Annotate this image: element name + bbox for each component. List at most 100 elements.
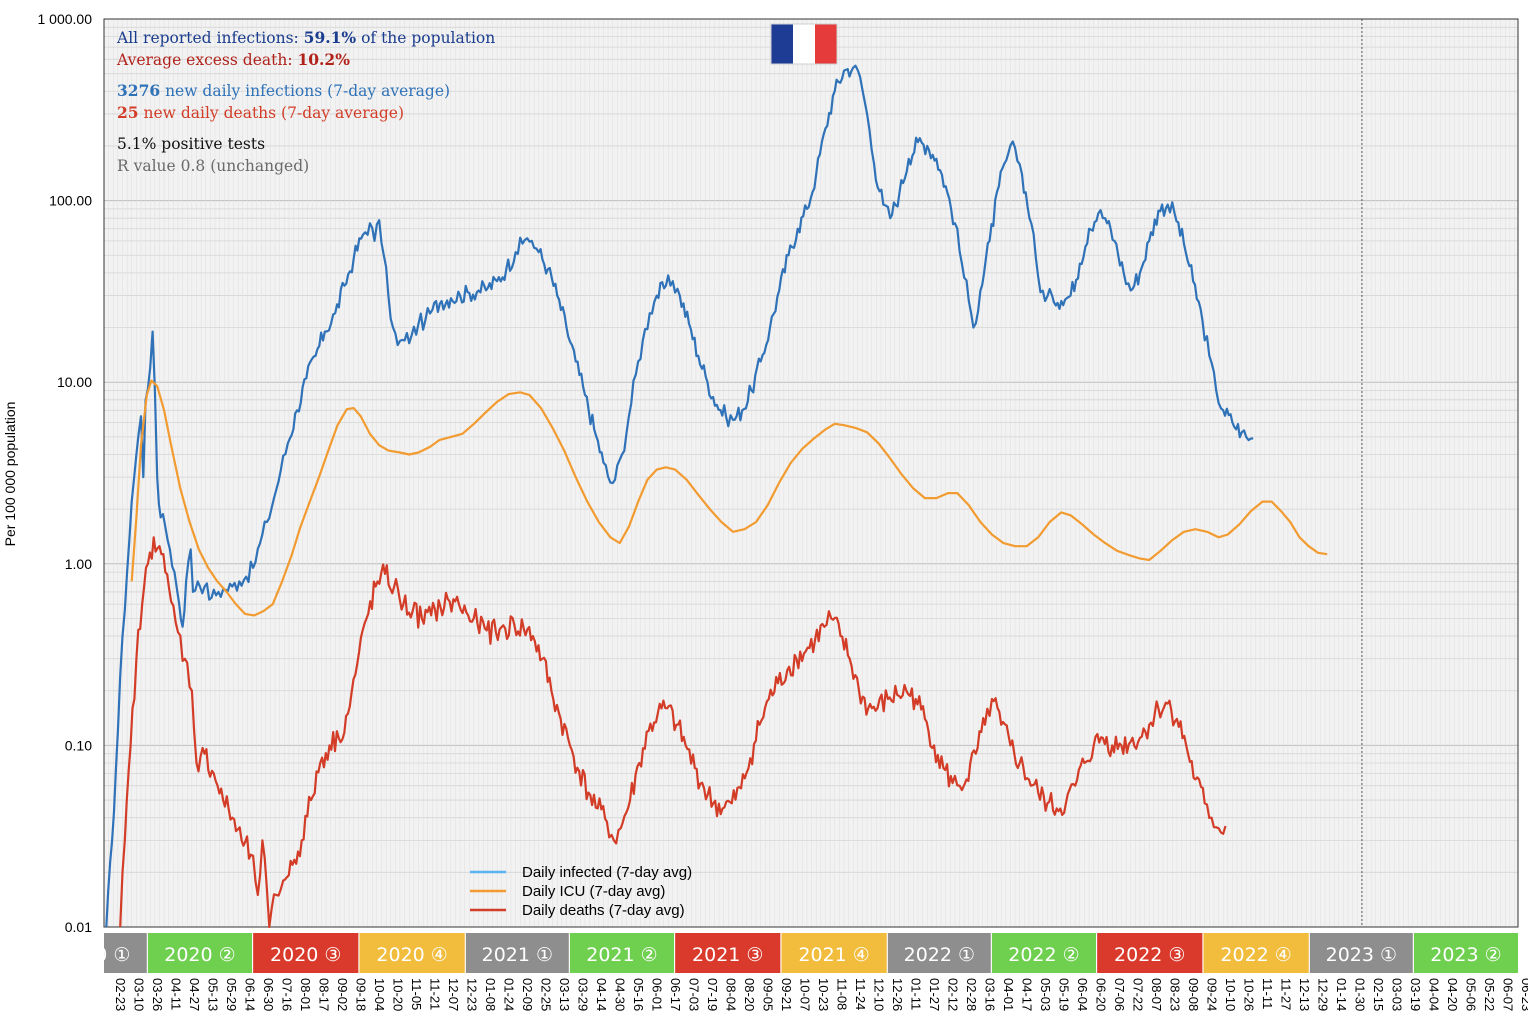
quarter-label: 2022 ④: [1220, 944, 1291, 966]
x-tick-label: 08-01: [298, 978, 313, 1011]
y-tick-label: 10.00: [57, 374, 92, 390]
quarter-label: 2020 ④: [376, 944, 447, 966]
x-tick-label: 11-11: [1260, 978, 1275, 1009]
x-tick-label: 09-18: [354, 978, 369, 1011]
quarter-label: 2022 ③: [1114, 944, 1185, 966]
x-tick-label: 06-17: [668, 978, 683, 1011]
x-tick-label: 04-04: [1427, 978, 1442, 1011]
quarter-label: 2020 ②: [164, 944, 235, 966]
x-tick-label: 06-20: [1094, 978, 1109, 1011]
x-tick-label: 07-03: [687, 978, 702, 1011]
quarter-band: [104, 933, 147, 973]
quarter-band: [1203, 933, 1309, 973]
plot-border: [103, 18, 1519, 928]
quarter-label: 2022 ②: [1008, 944, 1079, 966]
quarter-label: 2020 ①: [59, 944, 130, 966]
france-flag: [770, 23, 838, 65]
x-tick-label: 03-19: [1408, 978, 1423, 1011]
x-tick-label: 06-23: [1519, 978, 1528, 1011]
daily-infections-annotation: 3276 new daily infections (7-day average…: [117, 81, 450, 100]
x-tick-label: 06-30: [261, 978, 276, 1011]
x-tick-label: 01-11: [909, 978, 924, 1010]
quarter-label: 2022 ①: [904, 944, 975, 966]
x-tick-label: 03-10: [132, 978, 147, 1011]
quarter-label: 2021 ①: [482, 944, 553, 966]
x-tick-label: 11-21: [428, 978, 443, 1010]
x-tick-label: 02-12: [946, 978, 961, 1011]
x-tick-label: 06-07: [1501, 978, 1516, 1011]
x-tick-label: 12-29: [1316, 978, 1331, 1011]
quarter-band: [1309, 933, 1413, 973]
x-tick-label: 09-02: [335, 978, 350, 1011]
x-tick-label: 08-07: [1149, 978, 1164, 1011]
x-tick-label: 05-19: [1057, 978, 1072, 1011]
x-tick-label: 05-03: [1038, 978, 1053, 1011]
plot-background: [104, 19, 1518, 927]
quarter-band: [781, 933, 887, 973]
x-tick-label: 06-01: [650, 978, 665, 1011]
infections-annotation: All reported infections: 59.1% of the po…: [116, 28, 495, 47]
x-tick-label: 10-26: [1242, 978, 1257, 1011]
x-tick-label: 04-17: [1020, 978, 1035, 1011]
daily-deaths-annotation: 25 new daily deaths (7-day average): [117, 103, 404, 122]
y-axis-label: Per 100 000 population: [2, 402, 18, 547]
x-tick-label: 06-14: [243, 978, 258, 1011]
y-axis: 1 000.00 100.00 10.00 1.00 0.10 0.01: [38, 11, 93, 935]
x-tick-label: 10-23: [816, 978, 831, 1011]
y-tick-label: 1 000.00: [38, 11, 93, 27]
x-tick-label: 03-29: [576, 978, 591, 1011]
quarter-label: 2021 ②: [586, 944, 657, 966]
x-tick-label: 05-29: [224, 978, 239, 1011]
y-tick-label: 0.10: [65, 737, 92, 753]
y-tick-label: 1.00: [65, 556, 92, 572]
quarter-band: [465, 933, 569, 973]
quarter-band: [253, 933, 359, 973]
y-tick-label: 0.01: [65, 919, 92, 935]
quarter-band: [359, 933, 465, 973]
quarter-band: [1097, 933, 1203, 973]
x-tick-label: 09-08: [1186, 978, 1201, 1011]
legend-label: Daily deaths (7-day avg): [522, 902, 685, 919]
quarter-band: [887, 933, 991, 973]
quarter-band: [1413, 933, 1518, 973]
excess-death-annotation: Average excess death: 10.2%: [116, 50, 350, 69]
x-tick-label: 02-28: [964, 978, 979, 1011]
x-tick-label: 05-13: [206, 978, 221, 1011]
x-tick-label: 02-23: [113, 978, 128, 1011]
x-tick-label: 05-22: [1482, 978, 1497, 1011]
x-tick-label: 11-24: [853, 978, 868, 1010]
x-tick-label: 10-20: [391, 978, 406, 1011]
grid: [103, 18, 1519, 928]
x-tick-label: 09-21: [779, 978, 794, 1011]
quarter-band: [675, 933, 781, 973]
x-tick-label: 08-20: [742, 978, 757, 1011]
x-tick-label: 08-23: [1168, 978, 1183, 1011]
x-tick-label: 02-25: [539, 978, 554, 1011]
x-tick-label: 10-07: [798, 978, 813, 1011]
x-tick-label: 12-23: [465, 978, 480, 1011]
x-tick-label: 08-17: [317, 978, 332, 1011]
series-line-daily-icu-day-avg: [130, 379, 1328, 617]
x-tick-label: 12-13: [1297, 978, 1312, 1011]
x-tick-label: 04-14: [594, 978, 609, 1011]
x-tick-label: 04-11: [169, 978, 184, 1010]
x-tick-label: 05-06: [1464, 978, 1479, 1011]
x-tick-label: 11-27: [1279, 978, 1294, 1010]
series-line-daily-infected-day-avg: [105, 64, 1254, 928]
x-tick-label: 11-08: [835, 978, 850, 1010]
x-tick-label: 05-16: [631, 978, 646, 1011]
quarter-band: [991, 933, 1096, 973]
x-tick-label: 04-27: [187, 978, 202, 1011]
positive-tests-annotation: 5.1% positive tests: [117, 135, 265, 153]
x-tick-label: 02-15: [1371, 978, 1386, 1011]
x-tick-label: 01-30: [1353, 978, 1368, 1011]
quarter-band-group: 2020 ① 2020 ② 2020 ③ 2020 ④ 2021 ① 2021 ② 2021…: [59, 933, 1518, 973]
x-tick-label: 10-04: [372, 978, 387, 1011]
x-tick-label: 10-10: [1223, 978, 1238, 1011]
quarter-label: 2020 ③: [270, 944, 341, 966]
x-tick-label: 07-22: [1131, 978, 1146, 1011]
x-tick-label: 03-16: [983, 978, 998, 1011]
x-tick-label: 12-26: [890, 978, 905, 1011]
x-tick-label: 01-14: [1334, 978, 1349, 1011]
